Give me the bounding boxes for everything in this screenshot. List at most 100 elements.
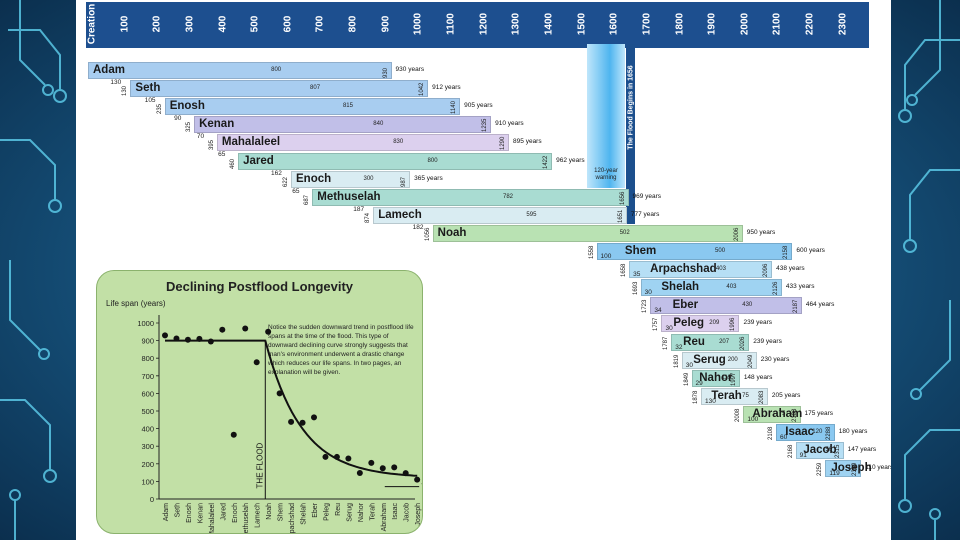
lifespan-label: 147 years — [847, 446, 877, 454]
lifespan-label: 912 years — [432, 84, 461, 92]
x-tick-label: Serug — [346, 503, 353, 522]
lifespan-bar: Shelah 403 — [640, 279, 782, 297]
x-tick-label: Adam — [163, 503, 170, 521]
x-tick-label: Lamech — [255, 503, 262, 528]
axis-tick: 400 — [217, 2, 229, 46]
patriarch-name: Serug — [693, 353, 726, 366]
data-point — [322, 453, 329, 460]
lifespan-bar: Lamech 595 — [373, 206, 627, 224]
age-at-son-birth: 30 — [665, 325, 673, 333]
x-tick-label: Methuselah — [243, 503, 250, 533]
years-after-son: 840 — [373, 121, 384, 128]
longevity-chart: 0 100 200 300 400 500 600 700 800 900 1000 Adam Seth… — [137, 315, 422, 533]
death-year: 2126 — [772, 281, 779, 296]
timeline-axis — [86, 2, 869, 48]
lifespan-bar: Nahor 119 — [691, 369, 740, 387]
lifespan-label: 905 years — [464, 102, 493, 110]
data-point — [219, 326, 226, 333]
axis-tick: 200 — [151, 2, 163, 46]
lifespan-bar: Isaac 120 — [776, 424, 835, 441]
axis-tick: 2000 — [739, 2, 751, 46]
axis-tick-label: 400 — [217, 15, 229, 33]
y-tick-label: 400 — [141, 425, 154, 434]
years-after-son: 430 — [742, 302, 753, 309]
axis-tick-label: 2400 — [869, 12, 881, 36]
age-at-son-birth: 65 — [218, 151, 226, 159]
axis-tick-label: 900 — [380, 15, 392, 33]
death-year: 1140 — [451, 101, 458, 115]
birth-year: 395 — [208, 140, 215, 151]
years-after-son: 75 — [778, 410, 786, 417]
data-point — [379, 465, 386, 472]
age-at-son-birth: 91 — [799, 452, 807, 460]
birth-year: 1693 — [632, 281, 639, 296]
death-year: 2288 — [825, 426, 832, 440]
data-point — [356, 469, 363, 476]
axis-tick: 600 — [282, 2, 294, 46]
data-point — [414, 476, 421, 483]
patriarch-name: Jared — [243, 154, 274, 167]
timeline-panel: Creation 100 200 300 400 500 600 700 800 900 1000 1… — [76, 0, 891, 540]
lifespan-label: 438 years — [776, 265, 805, 273]
death-year: 2049 — [747, 354, 754, 368]
axis-tick: 700 — [314, 2, 326, 46]
axis-tick: 2200 — [804, 2, 816, 46]
y-tick-label: 100 — [141, 477, 154, 486]
patriarch-name: Seth — [135, 82, 161, 95]
death-year: 1235 — [482, 118, 489, 133]
lifespan-bar: Joseph 110 — [825, 460, 872, 478]
axis-tick: 1900 — [706, 2, 718, 46]
axis-tick: 1700 — [641, 2, 653, 46]
axis-tick-label: 1300 — [510, 12, 522, 36]
data-point — [288, 418, 295, 425]
x-tick-label: Jacob — [404, 503, 411, 522]
years-after-son: 815 — [342, 103, 353, 110]
lifespan-label: 969 years — [632, 192, 662, 200]
years-after-son: 500 — [715, 248, 726, 254]
lifespan-label: 365 years — [414, 174, 443, 182]
data-point — [196, 335, 203, 342]
axis-tick: 1800 — [674, 2, 686, 46]
death-year: 1997 — [730, 372, 737, 386]
lifespan-bar: Arpachshad 403 — [629, 261, 773, 279]
age-at-son-birth: 100 — [600, 253, 612, 260]
axis-tick: 1000 — [412, 2, 424, 46]
lifespan-bar: Kenan 840 — [194, 116, 492, 134]
y-tick-label: 700 — [141, 372, 154, 381]
lifespan-label: 910 years — [495, 120, 524, 128]
x-tick-label: Peleg — [323, 503, 330, 521]
data-point — [173, 335, 180, 342]
axis-tick: Creation — [86, 2, 98, 46]
axis-tick: 800 — [347, 2, 359, 46]
warning-period-band — [587, 44, 625, 188]
axis-tick-label: 1900 — [706, 12, 718, 36]
y-tick-label: 600 — [141, 389, 154, 398]
patriarch-name: Mahalaleel — [221, 136, 281, 149]
lifespan-label: 239 years — [753, 337, 782, 345]
data-point — [184, 336, 191, 343]
lifespan-bar: Reu 207 — [671, 333, 750, 351]
birth-year: 1849 — [683, 372, 690, 386]
lifespan-bar: Enosh 815 — [164, 98, 461, 116]
lifespan-bar: Enoch 300 — [291, 170, 411, 188]
lifespan-label: 600 years — [796, 247, 825, 254]
age-at-son-birth: 34 — [654, 307, 662, 315]
death-year: 2187 — [792, 299, 799, 314]
axis-tick-label: 2300 — [837, 12, 849, 36]
y-tick-label: 0 — [150, 495, 154, 504]
data-point — [368, 459, 375, 466]
lifespan-bar: Jared 800 — [238, 152, 553, 170]
patriarch-name: Shelah — [661, 281, 700, 294]
lifespan-label: 464 years — [805, 301, 835, 309]
years-after-son: 110 — [847, 465, 858, 472]
years-after-son: 209 — [709, 320, 720, 327]
axis-tick-label: 2100 — [771, 12, 783, 36]
age-at-son-birth: 130 — [704, 397, 716, 405]
patriarch-name: Enoch — [296, 172, 332, 185]
patriarch-name: Terah — [711, 389, 742, 402]
x-tick-label: Mahalaleel — [209, 503, 216, 533]
age-at-son-birth: 30 — [685, 361, 693, 369]
death-year: 2006 — [733, 227, 740, 241]
years-after-son: 807 — [310, 85, 321, 92]
